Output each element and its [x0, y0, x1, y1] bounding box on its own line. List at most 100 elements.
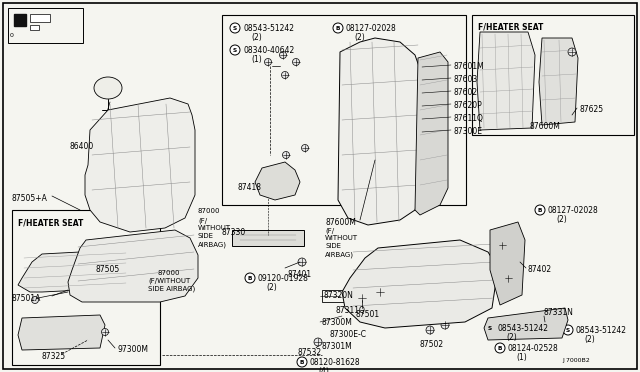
Text: F/HEATER SEAT: F/HEATER SEAT: [18, 218, 83, 227]
Polygon shape: [338, 38, 422, 225]
Text: 87602: 87602: [453, 88, 477, 97]
Text: 87000: 87000: [158, 270, 180, 276]
Text: 87401: 87401: [288, 270, 312, 279]
Polygon shape: [68, 230, 198, 302]
Text: 08543-51242: 08543-51242: [576, 326, 627, 335]
Text: S: S: [488, 326, 492, 330]
Circle shape: [563, 325, 573, 335]
Text: 87620P: 87620P: [453, 101, 482, 110]
Text: 08543-51242: 08543-51242: [498, 324, 549, 333]
Text: 86400: 86400: [70, 142, 94, 151]
Text: WITHOUT: WITHOUT: [325, 235, 358, 241]
Text: 97300M: 97300M: [118, 345, 149, 354]
Circle shape: [301, 144, 308, 151]
Text: (2): (2): [584, 335, 595, 344]
Text: 87505+A: 87505+A: [12, 194, 48, 203]
Text: AIRBAG): AIRBAG): [198, 241, 227, 247]
Text: 87501A: 87501A: [12, 294, 42, 303]
Text: 87603: 87603: [453, 75, 477, 84]
Text: 87331N: 87331N: [544, 308, 574, 317]
Text: 87330: 87330: [222, 228, 246, 237]
Text: B: B: [300, 359, 304, 365]
Text: AIRBAG): AIRBAG): [325, 251, 354, 257]
Circle shape: [282, 71, 289, 78]
Text: 08543-51242: 08543-51242: [243, 24, 294, 33]
Text: 87505: 87505: [95, 265, 119, 274]
Text: 08340-40642: 08340-40642: [243, 46, 294, 55]
Circle shape: [568, 48, 576, 56]
Text: B: B: [248, 276, 252, 280]
Circle shape: [333, 23, 343, 33]
Text: (F/: (F/: [325, 227, 334, 234]
Text: (2): (2): [251, 33, 262, 42]
Text: 87300E: 87300E: [453, 127, 482, 136]
Bar: [8, 8, 83, 43]
Polygon shape: [18, 250, 128, 292]
Text: (1): (1): [516, 353, 527, 362]
Text: S: S: [233, 26, 237, 31]
Text: 87325: 87325: [42, 352, 66, 361]
Circle shape: [376, 288, 384, 296]
Text: 87402: 87402: [528, 265, 552, 274]
Polygon shape: [415, 52, 448, 215]
Circle shape: [499, 241, 506, 248]
Text: SIDE: SIDE: [325, 243, 341, 249]
Circle shape: [314, 338, 322, 346]
Text: 87000: 87000: [198, 208, 221, 214]
Text: B: B: [336, 26, 340, 31]
Circle shape: [297, 357, 307, 367]
Text: (2): (2): [266, 283, 276, 292]
Circle shape: [230, 45, 240, 55]
Circle shape: [31, 296, 38, 304]
Text: 08120-81628: 08120-81628: [310, 358, 360, 367]
Text: 87600M: 87600M: [530, 122, 561, 131]
Circle shape: [102, 328, 109, 336]
Bar: [472, 15, 634, 135]
Bar: [30, 14, 50, 22]
Text: 08124-02528: 08124-02528: [508, 344, 559, 353]
Polygon shape: [539, 38, 578, 125]
Text: (2): (2): [506, 333, 516, 342]
Polygon shape: [484, 308, 568, 340]
Text: 87601M: 87601M: [453, 62, 484, 71]
Ellipse shape: [94, 77, 122, 99]
Circle shape: [535, 205, 545, 215]
Text: (1): (1): [251, 55, 262, 64]
Text: 87625: 87625: [580, 105, 604, 114]
Polygon shape: [477, 32, 535, 130]
Text: 08127-02028: 08127-02028: [548, 206, 599, 215]
Bar: [14, 14, 26, 26]
Polygon shape: [490, 222, 525, 305]
Text: J 7000B2: J 7000B2: [562, 358, 589, 363]
Polygon shape: [18, 315, 105, 350]
Circle shape: [426, 326, 434, 334]
Text: SIDE AIRBAG): SIDE AIRBAG): [148, 286, 195, 292]
Text: S: S: [566, 327, 570, 333]
Circle shape: [298, 258, 306, 266]
Polygon shape: [85, 98, 195, 232]
Polygon shape: [342, 240, 498, 328]
Circle shape: [485, 323, 495, 333]
Circle shape: [280, 51, 287, 58]
Text: 87300M: 87300M: [322, 318, 353, 327]
Circle shape: [504, 275, 511, 282]
Text: 08127-02028: 08127-02028: [346, 24, 397, 33]
Text: 87502: 87502: [420, 340, 444, 349]
Circle shape: [282, 151, 289, 158]
Text: 87611Q: 87611Q: [453, 114, 483, 123]
Text: 0: 0: [10, 33, 14, 38]
Circle shape: [264, 58, 271, 65]
Text: (2): (2): [354, 33, 365, 42]
Text: (F/WITHOUT: (F/WITHOUT: [148, 278, 190, 285]
Text: 87320N: 87320N: [324, 291, 354, 300]
Bar: [222, 15, 466, 205]
Text: S: S: [233, 48, 237, 52]
Bar: [30, 25, 39, 30]
Text: 87600M: 87600M: [325, 218, 356, 227]
Circle shape: [292, 58, 300, 65]
Text: (2): (2): [556, 215, 567, 224]
Text: 87532: 87532: [298, 348, 322, 357]
Text: 87311Q: 87311Q: [336, 306, 366, 315]
Text: 87501: 87501: [355, 310, 379, 319]
Circle shape: [441, 321, 449, 329]
